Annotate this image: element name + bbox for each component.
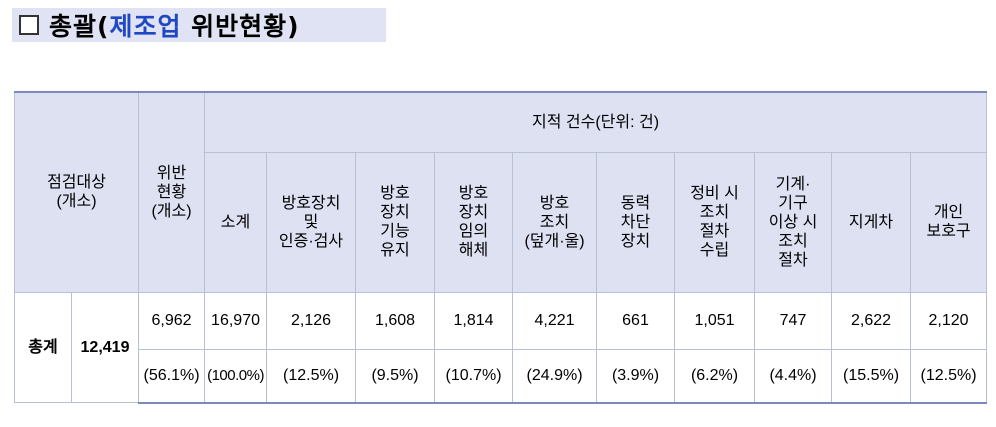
subheader-subtotal: 소계 (204, 151, 268, 293)
count-cell: 747 (754, 291, 833, 350)
pct-cell: (4.4%) (754, 348, 833, 404)
subheader-guard-cert: 방호장치 및 인증·검사 (266, 151, 357, 293)
pct-cell: (10.7%) (434, 348, 514, 404)
header-group: 지적 건수(단위: 건) (204, 91, 988, 153)
target-count: 12,419 (70, 291, 140, 403)
count-cell: 661 (596, 291, 676, 350)
header-target: 점검대상 (개소) (13, 91, 140, 293)
subheader-power-cutoff: 동력 차단 장치 (596, 151, 676, 293)
subheader-guard-cover: 방호 조치 (덮개·울) (512, 151, 598, 293)
subheader-guard-function: 방호 장치 기능 유지 (355, 151, 436, 293)
count-cell: 2,120 (910, 291, 988, 350)
header-violation: 위반 현황 (개소) (138, 91, 206, 293)
subheader-abnormal-procedure: 기계· 기구 이상 시 조치 절차 (754, 151, 833, 293)
subheader-forklift: 지게차 (831, 151, 912, 293)
checkbox-icon (19, 15, 39, 35)
row-label: 총계 (14, 291, 72, 403)
subheader-guard-removal: 방호 장치 임의 해체 (434, 151, 514, 293)
pct-cell: (12.5%) (266, 348, 357, 404)
violation-count: 6,962 (138, 291, 206, 350)
count-cell: 4,221 (512, 291, 598, 350)
title-prefix: 총괄( (49, 12, 110, 41)
table-row: 총계 12,419 6,962 16,970 2,126 1,608 1,814… (14, 291, 988, 403)
subheader-ppe: 개인 보호구 (910, 151, 988, 293)
count-cell: 16,970 (204, 291, 268, 350)
count-cell: 1,814 (434, 291, 514, 350)
title-suffix: 위반현황) (181, 12, 300, 41)
pct-cell: (3.9%) (596, 348, 676, 404)
count-cell: 2,622 (831, 291, 912, 350)
count-cell: 1,051 (674, 291, 756, 350)
pct-cell: (12.5%) (910, 348, 988, 404)
title-highlight: 제조업 (109, 12, 182, 41)
pct-cell: (100.0%) (204, 348, 268, 404)
section-title-bar: 총괄(제조업 위반현황) (12, 8, 386, 42)
section-title: 총괄(제조업 위반현황) (49, 7, 300, 43)
pct-cell: (15.5%) (831, 348, 912, 404)
violation-summary-table: 점검대상 (개소) 위반 현황 (개소) 지적 건수(단위: 건) 소계 방호장… (13, 91, 988, 404)
subheader-maintenance-procedure: 정비 시 조치 절차 수립 (674, 151, 756, 293)
pct-cell: (24.9%) (512, 348, 598, 404)
count-cell: 2,126 (266, 291, 357, 350)
violation-pct: (56.1%) (138, 348, 206, 404)
count-cell: 1,608 (355, 291, 436, 350)
pct-cell: (9.5%) (355, 348, 436, 404)
pct-cell: (6.2%) (674, 348, 756, 404)
table-row: (56.1%) (100.0%) (12.5%) (9.5%) (10.7%) … (15, 348, 988, 404)
